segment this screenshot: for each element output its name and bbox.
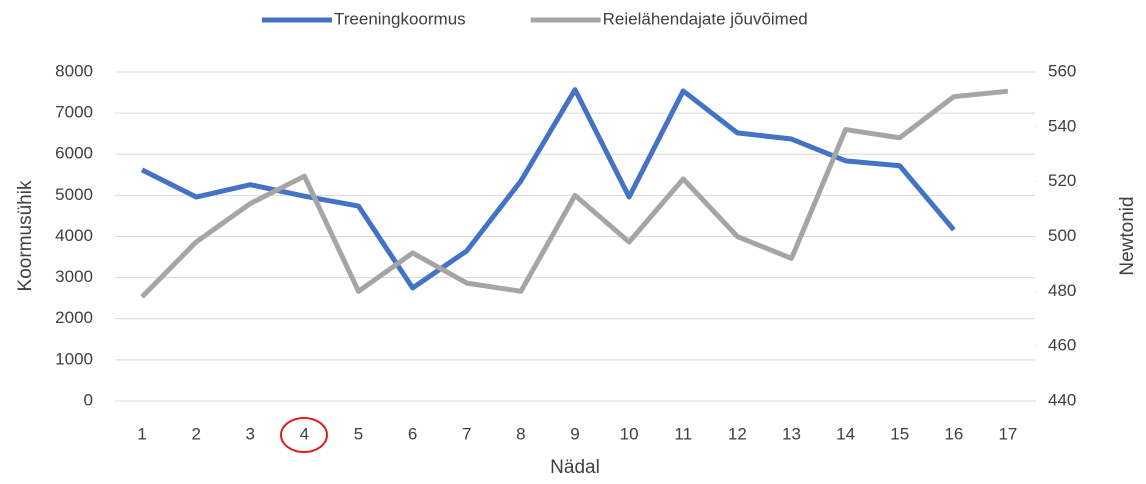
legend-label: Reielähendajate jõuvõimed bbox=[603, 9, 808, 28]
y2-tick-label: 460 bbox=[1048, 336, 1076, 355]
x-tick-label: 12 bbox=[728, 424, 747, 443]
x-tick-label: 13 bbox=[782, 424, 801, 443]
x-tick-label: 5 bbox=[354, 424, 363, 443]
x-tick-label: 14 bbox=[836, 424, 855, 443]
y2-tick-label: 520 bbox=[1048, 171, 1076, 190]
y-tick-label: 5000 bbox=[55, 185, 93, 204]
y2-axis-title: Newtonid bbox=[1117, 196, 1138, 275]
y-tick-label: 7000 bbox=[55, 103, 93, 122]
y-tick-label: 6000 bbox=[55, 144, 93, 163]
x-tick-label: 3 bbox=[246, 424, 255, 443]
line-series bbox=[140, 88, 1009, 299]
x-tick-label: 15 bbox=[890, 424, 909, 443]
x-axis-title: Nädal bbox=[550, 457, 600, 478]
y2-tick-label: 540 bbox=[1048, 116, 1076, 135]
y-tick-label: 2000 bbox=[55, 308, 93, 327]
line-series bbox=[140, 87, 956, 291]
y2-tick-label: 480 bbox=[1048, 281, 1076, 300]
y-tick-label: 3000 bbox=[55, 267, 93, 286]
x-tick-label: 11 bbox=[674, 424, 692, 443]
y-axis-title: Koormusühik bbox=[15, 180, 36, 291]
y-tick-label: 4000 bbox=[55, 226, 93, 245]
x-tick-label: 16 bbox=[944, 424, 963, 443]
y2-tick-label: 440 bbox=[1048, 390, 1076, 409]
x-tick-label: 17 bbox=[998, 424, 1017, 443]
legend-label: Treeningkoormus bbox=[334, 9, 466, 28]
y-tick-label: 8000 bbox=[55, 61, 93, 80]
y2-tick-label: 500 bbox=[1048, 226, 1076, 245]
y-tick-label: 0 bbox=[84, 390, 93, 409]
x-tick-label: 4 bbox=[300, 424, 309, 443]
x-tick-label: 8 bbox=[516, 424, 525, 443]
y2-tick-label: 560 bbox=[1048, 61, 1076, 80]
x-tick-label: 10 bbox=[620, 424, 639, 443]
x-tick-label: 9 bbox=[570, 424, 579, 443]
x-tick-label: 2 bbox=[191, 424, 200, 443]
x-tick-label: 6 bbox=[408, 424, 417, 443]
x-tick-label: 7 bbox=[462, 424, 471, 443]
x-tick-label: 1 bbox=[137, 424, 146, 443]
highlight-circle bbox=[280, 417, 328, 453]
y-tick-label: 1000 bbox=[55, 349, 93, 368]
